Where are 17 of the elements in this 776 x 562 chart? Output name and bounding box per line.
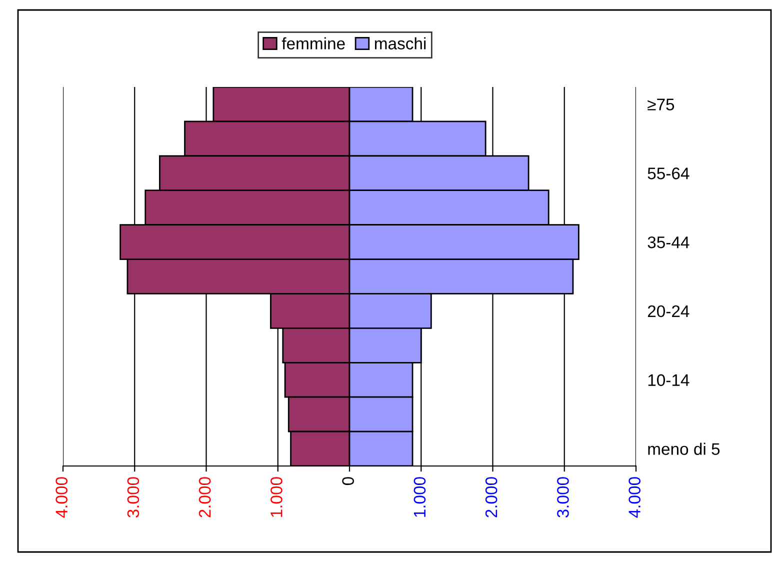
y-tick-label: 10-14 bbox=[648, 374, 690, 386]
x-tick-label: 2.000 bbox=[485, 477, 498, 518]
legend-label: maschi bbox=[374, 37, 426, 50]
x-tick-label: 2.000 bbox=[198, 477, 211, 518]
y-tick-label: 20-24 bbox=[648, 305, 690, 318]
x-tick-label: 3.000 bbox=[557, 477, 569, 518]
y-tick-label: ≥75 bbox=[648, 98, 674, 110]
y-tick-label: 55-64 bbox=[648, 168, 690, 180]
x-tick-label: 4.000 bbox=[628, 477, 640, 518]
x-tick-label: 3.000 bbox=[127, 477, 140, 518]
x-tick-label: 1.000 bbox=[270, 477, 282, 517]
y-tick-label: meno di 5 bbox=[648, 442, 720, 455]
legend-label: femmine bbox=[282, 37, 345, 50]
y-tick-label: 35-44 bbox=[648, 236, 690, 248]
x-tick-label: 4.000 bbox=[56, 477, 68, 518]
x-tick-label: 0 bbox=[342, 477, 354, 486]
x-tick-label: 1.000 bbox=[414, 477, 426, 517]
